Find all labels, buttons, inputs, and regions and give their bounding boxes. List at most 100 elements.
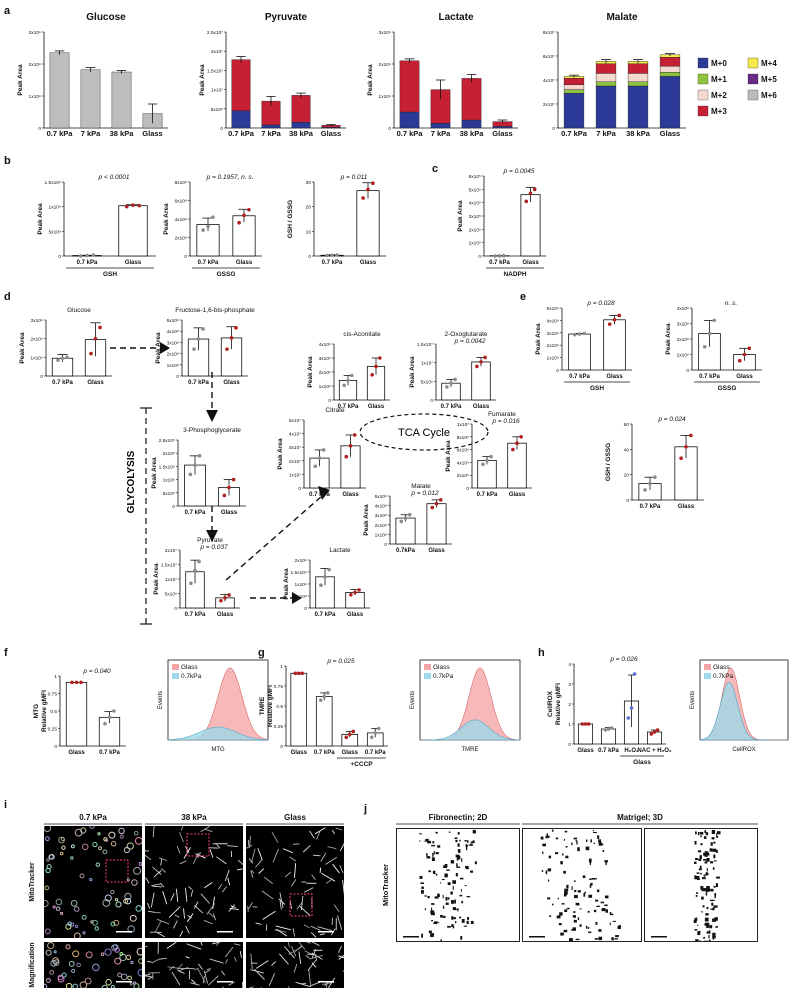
hist-x-label: MTG [211, 747, 225, 753]
data-point [407, 512, 412, 517]
chart-title: Pyruvate [265, 12, 308, 23]
micrograph-texture [145, 942, 243, 988]
stain-speck [695, 831, 697, 835]
stain-speck [571, 886, 573, 891]
stain-speck [455, 854, 460, 858]
mito-mark [289, 900, 293, 910]
roi-box [289, 893, 313, 917]
stain-speck [428, 930, 432, 934]
y-tick-label: 4 [568, 662, 571, 668]
y-axis-label: Peak Area [409, 356, 416, 388]
stain-speck [595, 878, 597, 880]
mito-mark [331, 829, 335, 835]
mito-mark [327, 846, 337, 850]
y-axis-label: Peak Area [445, 440, 452, 472]
chart-f-hist: Events MTG Glass 0.7kPa [158, 659, 269, 753]
stain-speck [697, 924, 699, 926]
stain-speck [469, 844, 473, 846]
mito-mark [65, 944, 71, 950]
mito-mark [44, 885, 50, 891]
mito-mark [236, 868, 243, 871]
y-tick-label: 30 [306, 180, 312, 186]
micrograph-magnification-2 [246, 942, 344, 988]
y-tick-label: 5x10⁸ [49, 229, 61, 235]
data-point [107, 715, 112, 720]
stain-speck [433, 851, 435, 855]
stain-speck [605, 909, 609, 913]
stain-speck [585, 839, 588, 842]
y-tick-label: 2x10⁹ [295, 558, 307, 564]
mito-mark [97, 832, 101, 836]
mito-mark [312, 854, 321, 857]
stain-speck [698, 868, 702, 871]
bar-segment [563, 89, 585, 94]
stain-speck [703, 836, 707, 839]
mito-mark [133, 866, 142, 875]
category-label: Glass [342, 492, 359, 498]
micrograph-mitotracker-2 [246, 826, 344, 938]
y-tick-label: 4x10⁶ [319, 342, 331, 348]
mito-mark [225, 946, 234, 958]
y-tick-label: 1.5x10⁷ [417, 342, 433, 348]
stain-speck [700, 843, 703, 846]
mito-mark [310, 925, 321, 931]
stain-speck [703, 852, 707, 856]
mito-mark [208, 975, 219, 986]
category-label: Glass [347, 612, 364, 618]
legend-swatch-M+0 [697, 57, 709, 69]
micrograph-texture [246, 942, 344, 988]
mito-mark [44, 826, 52, 833]
mito-mark [145, 854, 152, 861]
mito-mark [138, 958, 142, 964]
y-tick-label: 1x10⁹ [49, 205, 61, 211]
y-tick-label: 1.5x10⁶ [159, 464, 175, 470]
mito-mark [79, 873, 85, 879]
stain-speck [450, 900, 454, 904]
y-tick-label: 1x10⁶ [163, 478, 175, 484]
data-point [201, 228, 205, 232]
data-point [649, 732, 654, 736]
stain-speck [711, 902, 714, 906]
chart-title: 2-Oxoglutarate [445, 331, 488, 338]
stain-speck [706, 853, 710, 856]
data-point [606, 727, 611, 731]
stain-speck [699, 940, 701, 941]
mito-mark [262, 910, 276, 920]
stain-speck [442, 894, 444, 899]
mito-mark [263, 876, 273, 884]
mito-mark [250, 953, 253, 969]
bar [520, 194, 541, 257]
mito-mark [248, 858, 254, 864]
y-tick-label: 2x10⁶ [457, 473, 469, 479]
stain-speck [711, 837, 715, 840]
mito-mark [126, 842, 134, 850]
stain-speck [703, 888, 707, 892]
data-point [335, 253, 339, 257]
stain-speck [591, 877, 596, 880]
mito-mark [136, 947, 142, 956]
i-row-label: MitoTracker [29, 862, 36, 902]
mito-mark [158, 957, 167, 960]
y-tick-label: 4x10⁸ [175, 217, 187, 223]
y-tick-label: 0 [40, 374, 43, 380]
data-point [609, 726, 614, 730]
stain-speck [713, 854, 716, 859]
stain-speck [546, 833, 548, 836]
mito-mark [49, 970, 55, 975]
data-point [501, 253, 506, 258]
stain-speck [431, 920, 433, 922]
y-tick-label: 5x10⁶ [421, 379, 433, 385]
data-point [346, 378, 350, 383]
data-point [653, 475, 657, 480]
y-tick-label: 0 [172, 504, 175, 510]
data-point [586, 722, 591, 726]
p-value: p = 0.0045 [503, 168, 535, 175]
data-point [347, 732, 352, 737]
stain-speck [465, 865, 469, 869]
mito-mark [102, 899, 111, 907]
stain-speck [706, 931, 711, 934]
data-point [327, 567, 331, 572]
stain-speck [432, 870, 436, 874]
stain-speck [454, 908, 459, 910]
stain-speck [474, 861, 477, 865]
